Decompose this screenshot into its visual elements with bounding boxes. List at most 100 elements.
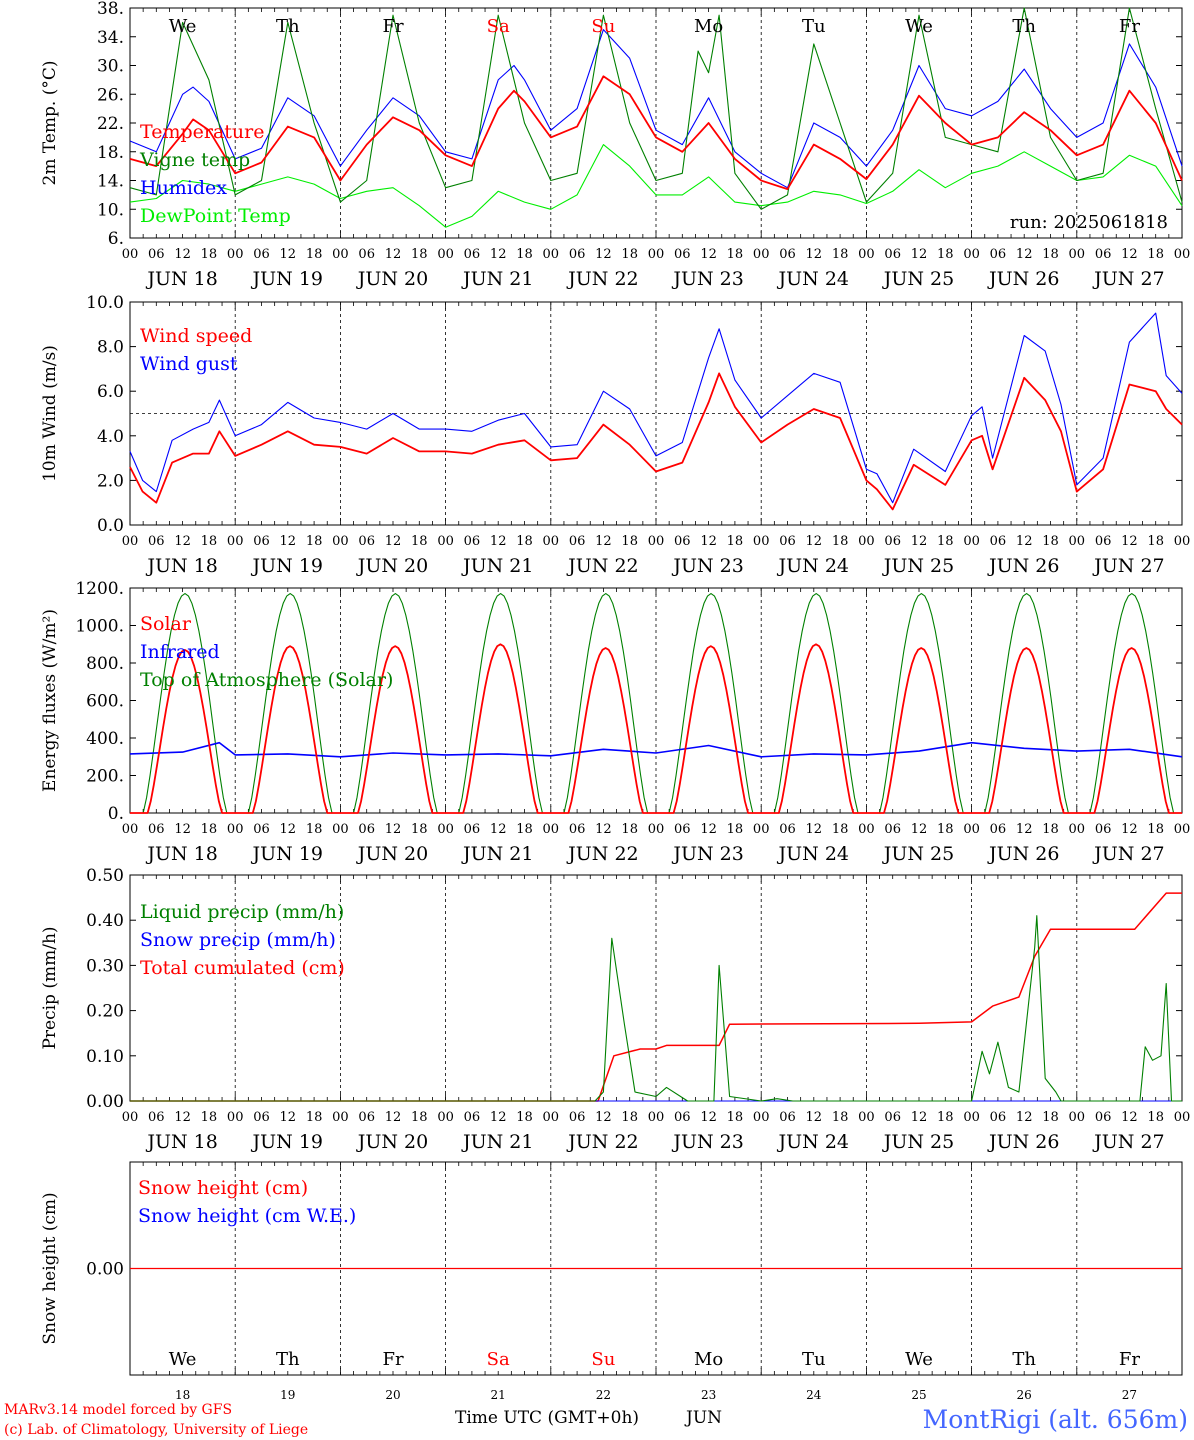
hour-tick-label: 06 — [253, 822, 270, 837]
legend-entry: Top of Atmosphere (Solar) — [140, 669, 393, 691]
hour-tick-label: 12 — [280, 1110, 297, 1125]
hour-tick-label: 00 — [1069, 1110, 1086, 1125]
hour-tick-label: 18 — [516, 1110, 533, 1125]
hour-tick-label: 06 — [253, 534, 270, 549]
legend-entry: Wind speed — [140, 325, 252, 347]
hour-tick-label: 00 — [963, 247, 980, 262]
hour-tick-label: 18 — [201, 1110, 218, 1125]
panel-snow: 0.00 Snow height (cm) Snow height (cm) Snow… — [40, 1161, 1183, 1402]
weekday-label: Su — [591, 16, 615, 37]
hour-tick-label: 12 — [700, 822, 717, 837]
hour-tick-label: 18 — [727, 822, 744, 837]
weekday-label: Mo — [694, 1349, 723, 1370]
hour-tick-label: 12 — [595, 247, 612, 262]
y-tick-label: 30. — [97, 57, 124, 77]
hour-tick-label: 00 — [648, 822, 665, 837]
hour-tick-label: 18 — [621, 1110, 638, 1125]
y-tick-label: 0.50 — [86, 866, 124, 886]
hour-tick-label: 18 — [727, 534, 744, 549]
hour-tick-label: 18 — [621, 247, 638, 262]
hour-tick-label: 18 — [1042, 1110, 1059, 1125]
hour-tick-label: 06 — [674, 247, 691, 262]
hour-tick-label: 12 — [911, 822, 928, 837]
hour-tick-label: 00 — [858, 534, 875, 549]
date-label: JUN 18 — [145, 1131, 217, 1153]
run-label: run: 2025061818 — [1010, 212, 1168, 233]
hour-tick-label: 00 — [543, 1110, 560, 1125]
hour-tick-label: 06 — [148, 534, 165, 549]
hour-tick-label: 06 — [358, 534, 375, 549]
hour-tick-label: 18 — [411, 534, 428, 549]
y-tick-label: 10. — [97, 200, 124, 220]
legend-entry: Solar — [140, 613, 192, 635]
time-ticks — [129, 588, 1183, 813]
series-line-infrared — [129, 741, 1183, 758]
y-tick-label: 34. — [97, 28, 124, 48]
hour-tick-label: 12 — [490, 247, 507, 262]
date-label: JUN 27 — [1092, 843, 1164, 865]
hour-tick-label: 18 — [306, 247, 323, 262]
y-tick-label: 0.20 — [86, 1002, 124, 1022]
date-label: JUN 20 — [356, 843, 428, 865]
hour-tick-label: 00 — [753, 247, 770, 262]
legend-entry: Humidex — [140, 177, 227, 199]
weekday-label: We — [169, 16, 197, 37]
date-label: JUN 18 — [145, 555, 217, 577]
day-number-label: 25 — [911, 1388, 926, 1402]
hour-tick-label: 12 — [1016, 822, 1033, 837]
hour-tick-label: 18 — [411, 247, 428, 262]
hour-tick-label: 18 — [621, 534, 638, 549]
legend-entry: Wind gust — [140, 353, 238, 375]
hour-tick-label: 06 — [358, 247, 375, 262]
y-tick-label: 0.0 — [97, 516, 124, 536]
date-label: JUN 24 — [777, 555, 849, 577]
hour-tick-label: 18 — [1147, 1110, 1164, 1125]
date-label: JUN 27 — [1092, 268, 1164, 290]
hour-tick-label: 00 — [543, 247, 560, 262]
hour-tick-label: 12 — [280, 247, 297, 262]
y-axis-title: Precip (mm/h) — [40, 926, 60, 1049]
hour-tick-label: 00 — [332, 247, 349, 262]
hour-tick-label: 12 — [174, 1110, 191, 1125]
hour-tick-label: 12 — [806, 534, 823, 549]
legend-entry: Temperature — [140, 121, 264, 143]
y-tick-label: 26. — [97, 85, 124, 105]
footer: MARv3.14 model forced by GFS (c) Lab. of… — [4, 1402, 1188, 1438]
hour-tick-label: 12 — [700, 1110, 717, 1125]
time-ticks — [129, 8, 1183, 238]
y-tick-label: 0.10 — [86, 1047, 124, 1067]
hour-tick-label: 18 — [1147, 534, 1164, 549]
plot-frame — [129, 587, 1183, 814]
date-label: JUN 22 — [566, 843, 638, 865]
hour-tick-label: 12 — [174, 822, 191, 837]
hour-tick-label: 18 — [306, 822, 323, 837]
hour-tick-label: 18 — [1042, 247, 1059, 262]
hour-tick-label: 18 — [201, 534, 218, 549]
date-label: JUN 27 — [1092, 1131, 1164, 1153]
series-line-temperature — [129, 75, 1183, 190]
hour-tick-label: 18 — [621, 822, 638, 837]
hour-tick-label: 00 — [227, 247, 244, 262]
date-label: JUN 23 — [671, 1131, 743, 1153]
hour-tick-label: 18 — [1042, 534, 1059, 549]
weekday-label: We — [905, 1349, 933, 1370]
day-number-label: 26 — [1017, 1388, 1032, 1402]
weekday-label: Th — [276, 16, 300, 37]
date-label: JUN 20 — [356, 268, 428, 290]
y-tick-label: 10.0 — [86, 293, 124, 313]
y-tick-label: 22. — [97, 114, 124, 134]
x-axis-month: JUN — [684, 1408, 722, 1428]
hour-tick-label: 12 — [385, 534, 402, 549]
time-ticks — [129, 302, 1183, 525]
hour-tick-label: 06 — [779, 822, 796, 837]
hour-tick-label: 12 — [700, 534, 717, 549]
weekday-label: We — [905, 16, 933, 37]
y-tick-label: 0.00 — [86, 1260, 124, 1280]
hour-tick-label: 12 — [1016, 534, 1033, 549]
date-label: JUN 26 — [987, 1131, 1059, 1153]
hour-tick-label: 06 — [884, 534, 901, 549]
date-label: JUN 19 — [251, 1131, 323, 1153]
legend-entry: Liquid precip (mm/h) — [140, 901, 344, 923]
y-tick-label: 38. — [97, 0, 124, 19]
hour-tick-label: 18 — [1147, 247, 1164, 262]
